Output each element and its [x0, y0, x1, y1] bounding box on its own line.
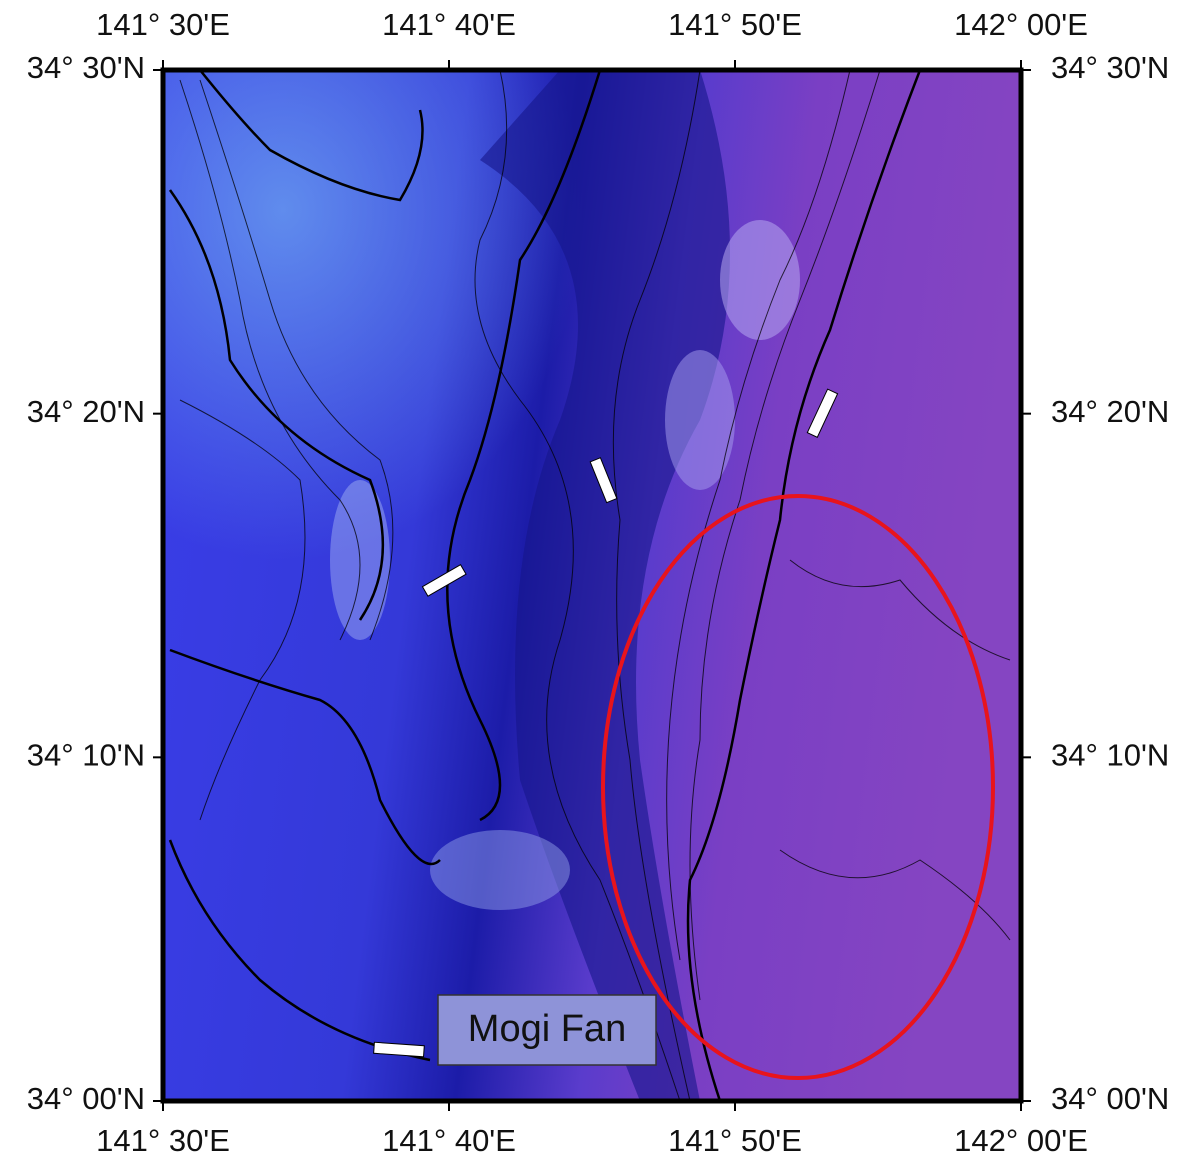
y-tick-label: 34° 00'N [1051, 1081, 1169, 1116]
y-tick-label: 34° 10'N [1051, 738, 1169, 773]
x-tick-label: 141° 50'E [668, 1123, 802, 1158]
y-tick-label: 34° 10'N [27, 738, 145, 773]
map: Mogi Fan 141° 30'E 141° 30'E 141° 40'E 141°… [0, 0, 1187, 1164]
y-tick-label: 34° 00'N [27, 1081, 145, 1116]
x-tick-label: 141° 40'E [382, 1123, 516, 1158]
x-tick-label: 142° 00'E [954, 1123, 1088, 1158]
ridge [430, 830, 570, 910]
x-tick-label: 141° 40'E [382, 7, 516, 42]
x-tick-label: 142° 00'E [954, 7, 1088, 42]
x-tick-label: 141° 50'E [668, 7, 802, 42]
page: Mogi Fan 141° 30'E 141° 30'E 141° 40'E 141°… [0, 0, 1187, 1164]
x-tick-label: 141° 30'E [96, 7, 230, 42]
ridge [665, 350, 735, 490]
y-tick-label: 34° 30'N [1051, 50, 1169, 85]
map-label: Mogi Fan [468, 1008, 626, 1050]
bathymetry: Mogi Fan [163, 70, 1021, 1101]
ridge [720, 220, 800, 340]
y-tick-label: 34° 20'N [27, 394, 145, 429]
y-tick-label: 34° 20'N [1051, 394, 1169, 429]
y-tick-label: 34° 30'N [27, 50, 145, 85]
x-tick-label: 141° 30'E [96, 1123, 230, 1158]
